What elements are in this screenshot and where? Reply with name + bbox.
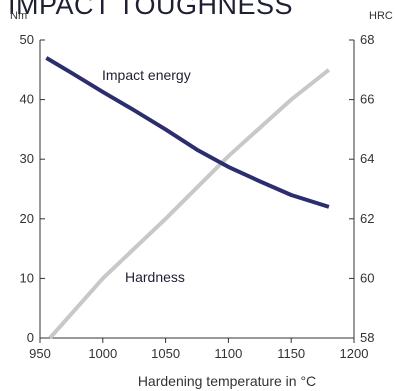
x-tick-label: 1200	[340, 346, 369, 361]
y-right-tick-label: 58	[360, 330, 374, 345]
y-left-tick-label: 30	[20, 151, 34, 166]
y-right-axis-label: HRC	[369, 10, 393, 22]
series-line-hardness	[48, 68, 331, 340]
x-tick-label: 1050	[151, 346, 180, 361]
y-right-tick-label: 60	[360, 270, 374, 285]
x-tick-label: 1100	[214, 346, 242, 361]
chart-title: IMPACT TOUGHNESS	[8, 0, 293, 20]
y-left-tick-label: 50	[20, 32, 34, 47]
y-left-tick-label: 0	[27, 330, 34, 345]
y-left-tick-label: 20	[20, 211, 34, 226]
y-right-tick-label: 66	[360, 92, 374, 107]
y-right-tick-label: 64	[360, 151, 374, 166]
series-lines	[45, 56, 331, 340]
x-axis-title: Hardening temperature in °C	[138, 373, 316, 389]
annotation-impact-energy: Impact energy	[102, 67, 191, 83]
annotation-hardness: Hardness	[125, 269, 185, 285]
y-right-tick-label: 62	[360, 211, 374, 226]
y-left-tick-label: 10	[20, 270, 34, 285]
series-line-impact-energy	[45, 56, 330, 209]
axes	[39, 39, 355, 343]
x-tick-label: 950	[29, 346, 51, 361]
x-tick-label: 1000	[88, 346, 117, 361]
x-tick-label: 1150	[277, 346, 305, 361]
y-left-axis-label: Nm	[10, 10, 27, 22]
tick-labels: 0 10 20 30 40 50 58 60 62 64 66 68 950 1000 1050 1100 11…	[20, 32, 375, 361]
y-right-tick-label: 68	[360, 32, 374, 47]
y-left-tick-label: 40	[20, 92, 34, 107]
